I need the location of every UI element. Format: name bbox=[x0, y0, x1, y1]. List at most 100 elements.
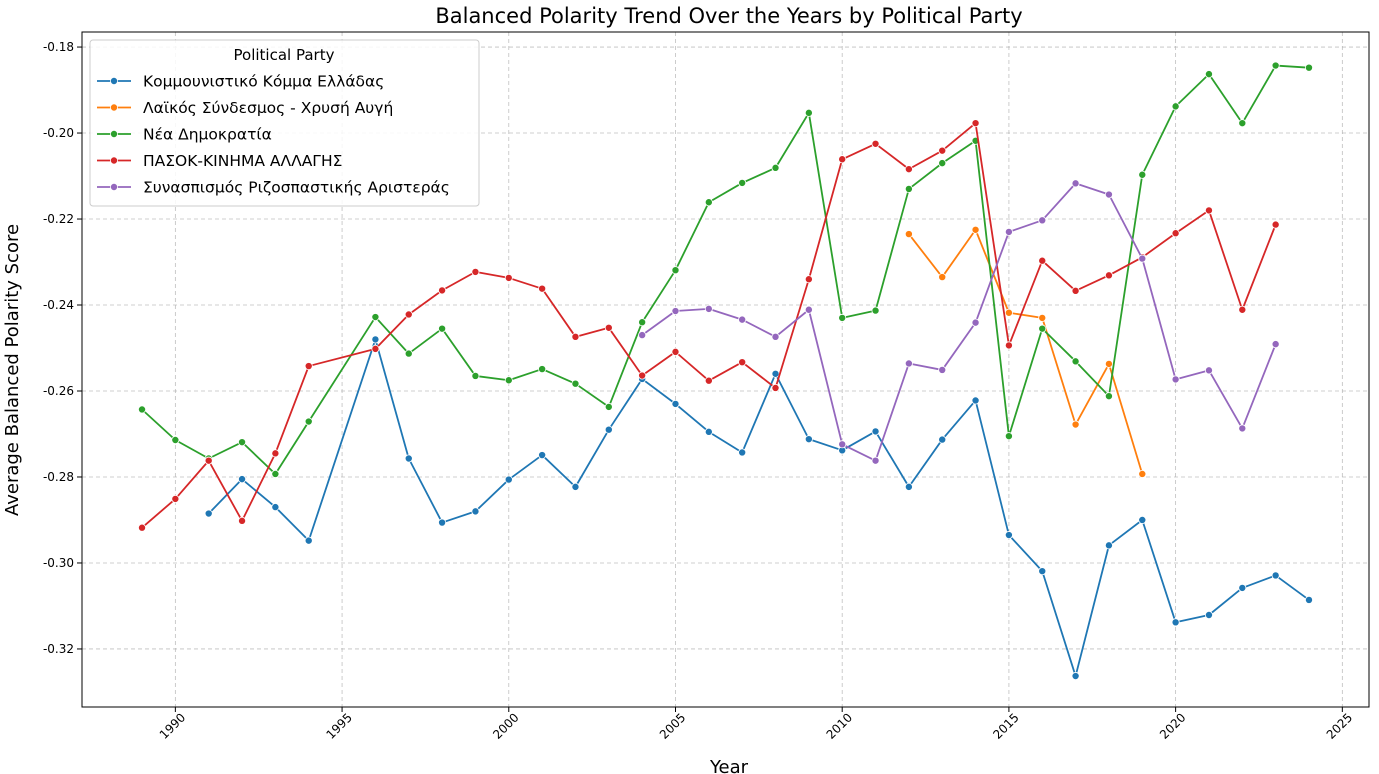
series-group bbox=[904, 225, 1147, 478]
series-line bbox=[208, 338, 1310, 677]
data-point bbox=[1038, 216, 1047, 225]
y-tick-label: -0.24 bbox=[43, 298, 74, 312]
series-group bbox=[138, 61, 1313, 478]
legend-swatch-marker bbox=[110, 103, 119, 112]
legend-frame bbox=[89, 39, 480, 207]
x-tick-label: 2015 bbox=[990, 710, 1021, 741]
data-point bbox=[1238, 583, 1247, 592]
data-point bbox=[704, 198, 713, 207]
y-axis-label: Average Balanced Polarity Score bbox=[2, 224, 23, 516]
chart-title: Balanced Polarity Trend Over the Years b… bbox=[435, 4, 1022, 28]
plot-area-frame bbox=[81, 31, 1370, 708]
data-point bbox=[1104, 359, 1113, 368]
x-axis-ticks: 1990 1995 2000 2005 2010 2015 2020 2025 bbox=[157, 707, 1355, 742]
data-point bbox=[671, 399, 680, 408]
data-point bbox=[704, 427, 713, 436]
data-point bbox=[871, 306, 880, 315]
data-point bbox=[638, 331, 647, 340]
data-point bbox=[704, 304, 713, 313]
legend-item: Λαϊκός Σύνδεσμος - Χρυσή Αυγή bbox=[97, 99, 393, 117]
data-point bbox=[671, 307, 680, 316]
data-point bbox=[538, 284, 547, 293]
data-point bbox=[771, 383, 780, 392]
data-point bbox=[604, 402, 613, 411]
data-point bbox=[1138, 515, 1147, 524]
data-point bbox=[938, 273, 947, 282]
data-point bbox=[904, 184, 913, 193]
data-point bbox=[371, 344, 380, 353]
data-point bbox=[171, 494, 180, 503]
data-point bbox=[1104, 541, 1113, 550]
data-point bbox=[1238, 119, 1247, 128]
data-point bbox=[1004, 432, 1013, 441]
data-point bbox=[238, 438, 247, 447]
x-tick-label: 2020 bbox=[1157, 710, 1188, 741]
x-tick-label: 1990 bbox=[157, 710, 188, 741]
data-point bbox=[1038, 313, 1047, 322]
series-lines bbox=[138, 61, 1313, 681]
series-line bbox=[141, 122, 1277, 529]
y-axis-ticks: -0.32 -0.30 -0.28 -0.26 -0.24 -0.22 -0.20 -0.18 bbox=[43, 40, 82, 656]
data-point bbox=[971, 318, 980, 327]
data-point bbox=[1071, 357, 1080, 366]
data-point bbox=[504, 273, 513, 282]
data-point bbox=[1104, 190, 1113, 199]
data-point bbox=[638, 371, 647, 380]
data-point bbox=[804, 275, 813, 284]
data-point bbox=[771, 163, 780, 172]
y-tick-label: -0.26 bbox=[43, 384, 74, 398]
data-point bbox=[1104, 271, 1113, 280]
data-point bbox=[671, 347, 680, 356]
data-point bbox=[1138, 254, 1147, 263]
y-tick-label: -0.30 bbox=[43, 556, 74, 570]
data-point bbox=[471, 267, 480, 276]
data-point bbox=[838, 440, 847, 449]
data-point bbox=[1204, 70, 1213, 79]
data-point bbox=[1304, 595, 1313, 604]
data-point bbox=[1038, 324, 1047, 333]
data-point bbox=[304, 362, 313, 371]
data-point bbox=[1171, 102, 1180, 111]
data-point bbox=[138, 405, 147, 414]
legend-swatch-marker bbox=[110, 77, 119, 86]
data-point bbox=[438, 518, 447, 527]
data-point bbox=[604, 425, 613, 434]
data-point bbox=[371, 313, 380, 322]
data-point bbox=[771, 332, 780, 341]
data-point bbox=[738, 358, 747, 367]
data-point bbox=[271, 449, 280, 458]
legend-item: ΠΑΣΟΚ-ΚΙΝΗΜΑ ΑΛΛΑΓΗΣ bbox=[97, 152, 342, 170]
legend-label: Κομμουνιστικό Κόμμα Ελλάδας bbox=[143, 73, 384, 91]
legend-item: Νέα Δημοκρατία bbox=[97, 126, 272, 144]
data-point bbox=[304, 417, 313, 426]
data-point bbox=[371, 335, 380, 344]
data-point bbox=[804, 305, 813, 314]
data-point bbox=[1204, 610, 1213, 619]
data-point bbox=[738, 448, 747, 457]
data-point bbox=[738, 315, 747, 324]
data-point bbox=[438, 324, 447, 333]
data-point bbox=[271, 503, 280, 512]
data-point bbox=[938, 159, 947, 168]
data-point bbox=[204, 456, 213, 465]
data-point bbox=[571, 332, 580, 341]
data-point bbox=[504, 376, 513, 385]
data-point bbox=[404, 310, 413, 319]
legend-title: Political Party bbox=[234, 46, 335, 64]
x-tick-label: 2005 bbox=[657, 710, 688, 741]
data-point bbox=[871, 456, 880, 465]
data-point bbox=[1004, 308, 1013, 317]
data-point bbox=[804, 108, 813, 117]
data-point bbox=[171, 436, 180, 445]
legend-item: Κομμουνιστικό Κόμμα Ελλάδας bbox=[97, 73, 384, 91]
legend-label: Λαϊκός Σύνδεσμος - Χρυσή Αυγή bbox=[143, 99, 393, 117]
legend-label: ΠΑΣΟΚ-ΚΙΝΗΜΑ ΑΛΛΑΓΗΣ bbox=[143, 152, 342, 170]
data-point bbox=[1171, 375, 1180, 384]
data-point bbox=[538, 451, 547, 460]
data-point bbox=[1004, 531, 1013, 540]
series-group bbox=[638, 179, 1280, 465]
data-point bbox=[271, 469, 280, 478]
data-point bbox=[1004, 227, 1013, 236]
data-point bbox=[504, 475, 513, 484]
data-point bbox=[1238, 424, 1247, 433]
